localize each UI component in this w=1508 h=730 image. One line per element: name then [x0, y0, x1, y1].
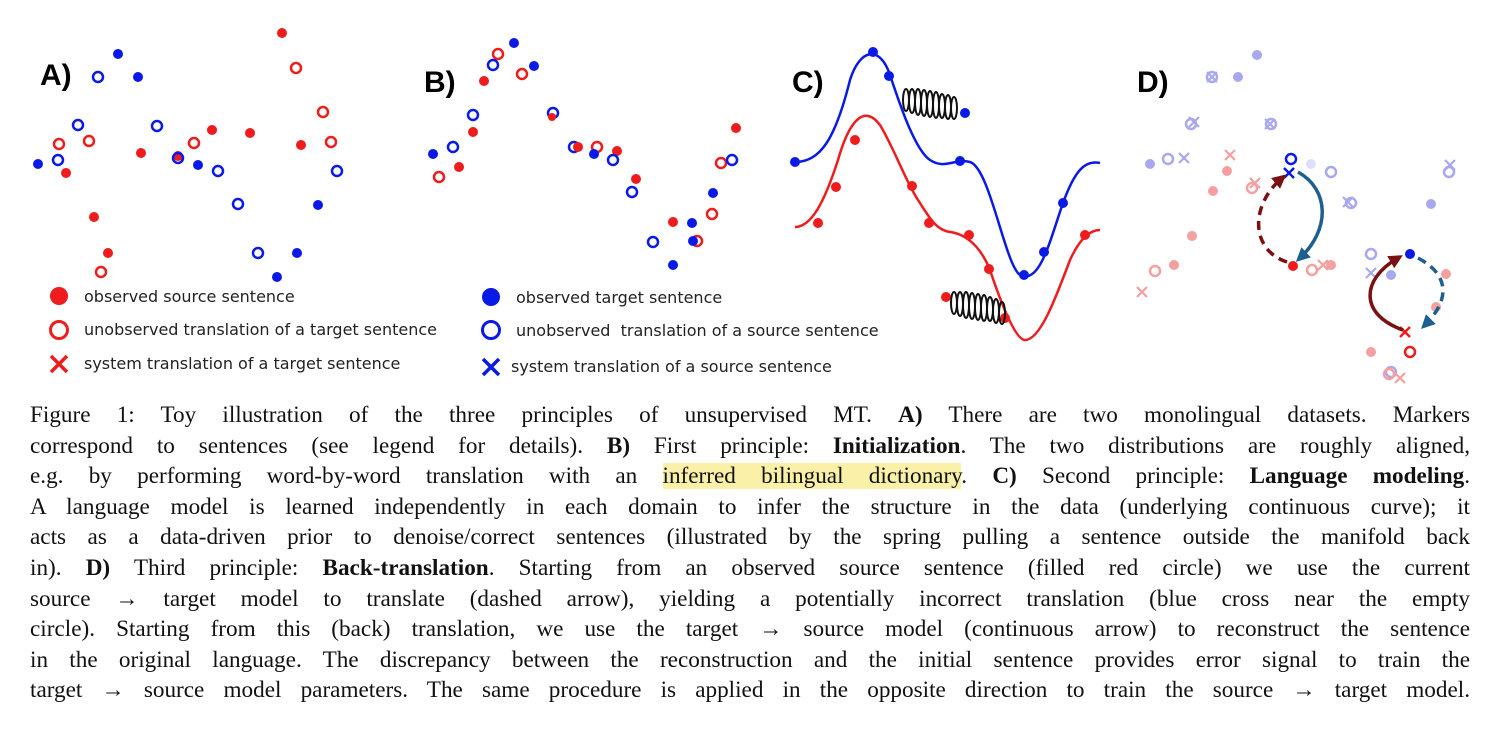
panel-label-a: A) — [40, 59, 72, 92]
legend-left: observed source sentence unobserved tran… — [49, 287, 437, 374]
panel-label-c: C) — [792, 66, 824, 99]
caption-line-8: circle). Starting from this (back) trans… — [30, 616, 1470, 643]
legend-right: observed target sentence unobserved tran… — [481, 288, 879, 377]
caption-line-3: e.g. by performing word-by-word translat… — [30, 463, 1470, 490]
legend-system-translation-target: system translation of a target sentence — [84, 354, 400, 373]
caption-line-7: source → target model to translate (dash… — [30, 585, 1470, 612]
legend-observed-source: observed source sentence — [84, 287, 295, 306]
spring-top — [902, 88, 958, 120]
legend-marker-filled-red — [50, 287, 68, 305]
caption-line-2: correspond to sentences (see legend for … — [30, 432, 1470, 459]
panel-a-scatter — [33, 28, 344, 282]
caption-line-10: target → source model parameters. The sa… — [30, 677, 1470, 704]
legend-marker-red-cross — [49, 354, 69, 374]
legend-unobserved-translation-target: unobserved translation of a target sente… — [84, 320, 437, 339]
panel-label-d: D) — [1137, 66, 1169, 99]
caption-line-4: A language model is learned independentl… — [30, 493, 1470, 520]
legend-marker-open-blue — [481, 320, 501, 340]
caption-line-9: in the original language. The discrepanc… — [30, 646, 1470, 673]
legend-marker-open-red — [49, 320, 69, 340]
caption-line-5: acts as a data-driven prior to denoise/c… — [30, 524, 1470, 551]
panel-b-scatter — [428, 38, 741, 270]
legend-unobserved-translation-source: unobserved translation of a source sente… — [516, 321, 879, 340]
legend-observed-target: observed target sentence — [516, 288, 722, 307]
legend-marker-filled-blue — [482, 288, 500, 306]
highlight-inferred-dictionary: inferred bilingual dictionary — [662, 463, 962, 490]
spring-bottom — [950, 291, 1006, 325]
panel-c-language-model — [790, 47, 1101, 342]
legend-marker-blue-cross — [481, 357, 501, 377]
legend-system-translation-source: system translation of a source sentence — [511, 357, 832, 376]
caption-line-1: Figure 1: Toy illustration of the three … — [30, 402, 1471, 428]
figure-illustration: A) B) C) D) — [33, 28, 1456, 384]
panel-d-back-translation — [1136, 50, 1456, 384]
panel-label-b: B) — [424, 66, 456, 99]
figure-caption: Figure 1: Toy illustration of the three … — [30, 400, 1470, 706]
caption-line-6: in). D) Third principle: Back-translatio… — [30, 554, 1470, 581]
